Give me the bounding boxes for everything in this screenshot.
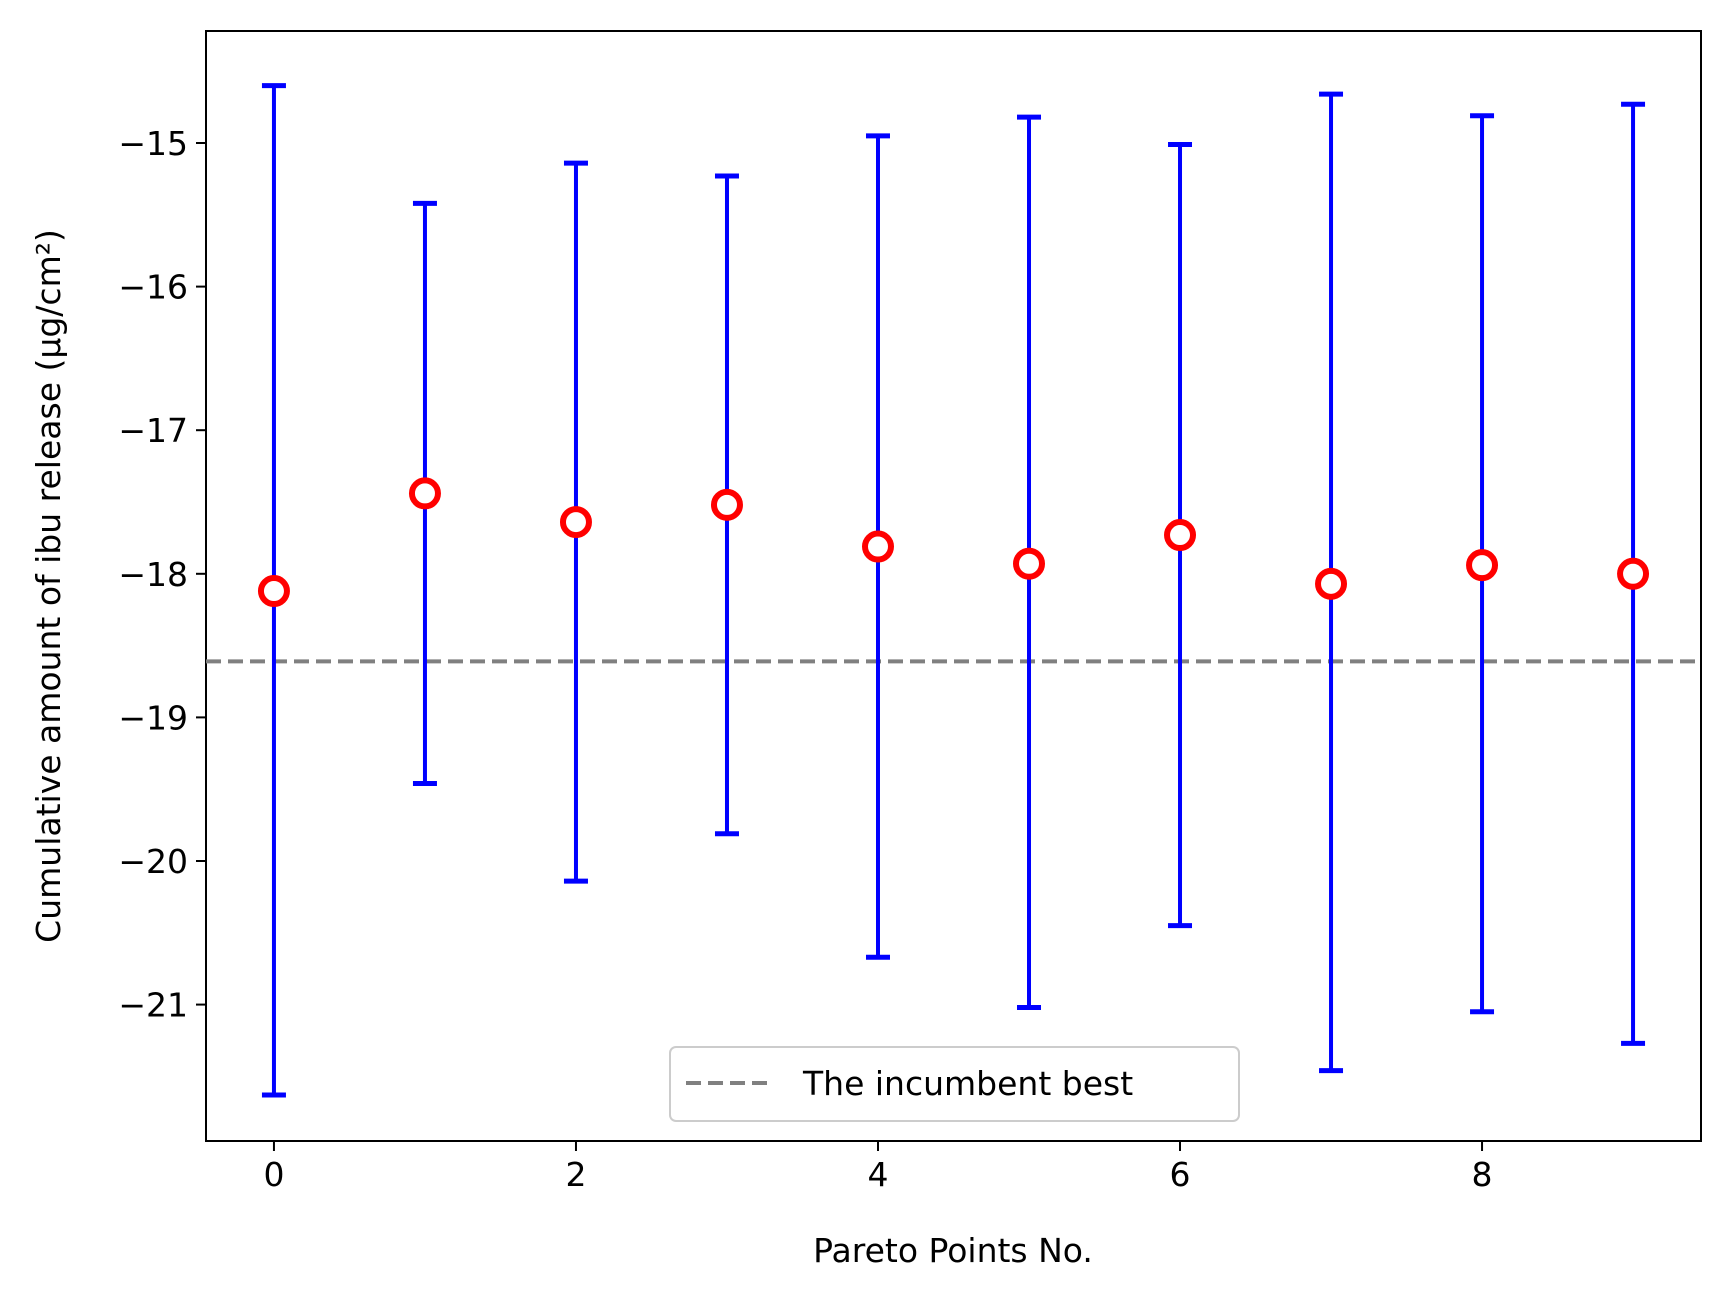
y-tick-label: −16 xyxy=(118,268,188,307)
data-markers xyxy=(257,477,1650,608)
y-axis-label: Cumulative amount of ibu release (µg/cm²… xyxy=(29,229,68,943)
legend-box xyxy=(669,1046,1240,1122)
data-point-marker xyxy=(861,530,894,563)
data-point-marker xyxy=(710,488,743,521)
data-point-marker xyxy=(1466,549,1499,582)
y-tick-label: −21 xyxy=(118,986,188,1025)
x-axis-ticks: 0 2 4 6 8 xyxy=(263,1141,1493,1194)
y-tick-label: −15 xyxy=(118,124,188,163)
x-axis-label: Pareto Points No. xyxy=(813,1231,1093,1270)
data-point-marker xyxy=(1315,567,1348,600)
plot-area xyxy=(205,30,1702,1142)
y-tick-label: −19 xyxy=(118,698,188,737)
y-tick-label: −18 xyxy=(118,555,188,594)
x-tick-label: 8 xyxy=(1472,1155,1493,1194)
y-axis-ticks: −21 −20 −19 −18 −17 −16 −15 xyxy=(118,124,206,1025)
legend: The incumbent best xyxy=(669,1046,1240,1122)
y-tick-label: −20 xyxy=(118,842,188,881)
x-tick-label: 6 xyxy=(1170,1155,1191,1194)
data-point-marker xyxy=(1617,557,1650,590)
legend-label: The incumbent best xyxy=(802,1064,1133,1103)
data-point-marker xyxy=(408,477,441,510)
data-point-marker xyxy=(1013,547,1046,580)
x-tick-label: 0 xyxy=(263,1155,284,1194)
data-point-marker xyxy=(559,506,592,539)
x-tick-label: 2 xyxy=(565,1155,586,1194)
x-tick-label: 4 xyxy=(867,1155,888,1194)
data-point-marker xyxy=(257,575,290,608)
y-tick-label: −17 xyxy=(118,411,188,450)
data-point-marker xyxy=(1164,519,1197,552)
plot-frame xyxy=(205,30,1702,1142)
